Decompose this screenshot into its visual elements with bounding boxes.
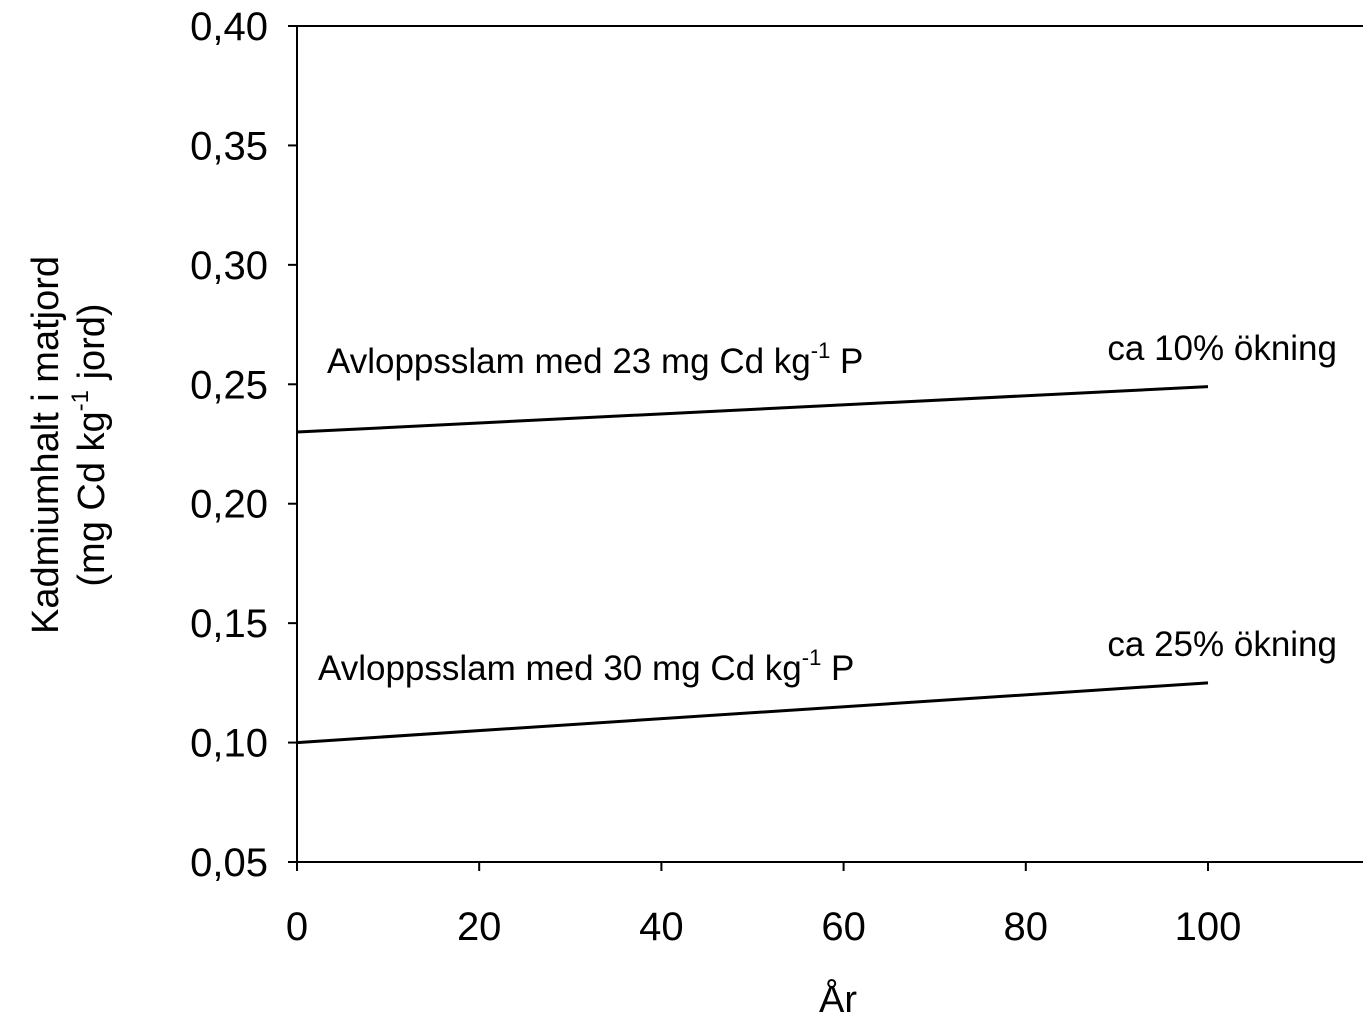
y-tick-label: 0,15 xyxy=(190,602,268,646)
y-tick-label: 0,35 xyxy=(190,124,268,168)
x-tick-label: 0 xyxy=(286,905,308,949)
superscript: -1 xyxy=(811,338,831,363)
annotation: ca 25% ökning xyxy=(1107,625,1337,664)
series-line xyxy=(296,681,1209,745)
x-tick-label: 80 xyxy=(1004,905,1049,949)
text-part: P xyxy=(821,649,854,688)
y-tick-label: 0,30 xyxy=(190,244,268,288)
text-part: Avloppsslam med 30 mg Cd kg xyxy=(318,649,802,688)
superscript: -1 xyxy=(802,645,822,670)
annotation: Avloppsslam med 23 mg Cd kg-1 P xyxy=(327,338,863,381)
x-axis-label: År xyxy=(819,977,857,1021)
text-part: Avloppsslam med 23 mg Cd kg xyxy=(327,342,811,381)
text-part: P xyxy=(830,342,863,381)
series-line xyxy=(296,385,1209,434)
y-axis-label-line: Kadmiumhalt i matjord xyxy=(25,256,67,634)
y-tick-label: 0,05 xyxy=(190,841,268,885)
y-axis-label: Kadmiumhalt i matjord (mg Cd kg-1 jord) xyxy=(25,256,113,634)
text-part: ca 10% ökning xyxy=(1107,329,1337,368)
x-tick-label: 60 xyxy=(821,905,866,949)
y-tick-label: 0,25 xyxy=(190,363,268,407)
text-part: jord) xyxy=(71,303,113,390)
y-tick-label: 0,40 xyxy=(190,5,268,49)
y-tick-label: 0,10 xyxy=(190,722,268,766)
annotation: Avloppsslam med 30 mg Cd kg-1 P xyxy=(318,645,854,688)
text-part: ca 25% ökning xyxy=(1107,625,1337,664)
y-tick-label: 0,20 xyxy=(190,483,268,527)
y-axis-label-line: (mg Cd kg-1 jord) xyxy=(67,303,113,586)
x-tick-label: 100 xyxy=(1175,905,1242,949)
superscript: -1 xyxy=(67,390,94,411)
x-tick-label: 20 xyxy=(457,905,502,949)
text-part: (mg Cd kg xyxy=(71,411,113,586)
x-tick-label: 40 xyxy=(639,905,684,949)
annotation: ca 10% ökning xyxy=(1107,329,1337,368)
